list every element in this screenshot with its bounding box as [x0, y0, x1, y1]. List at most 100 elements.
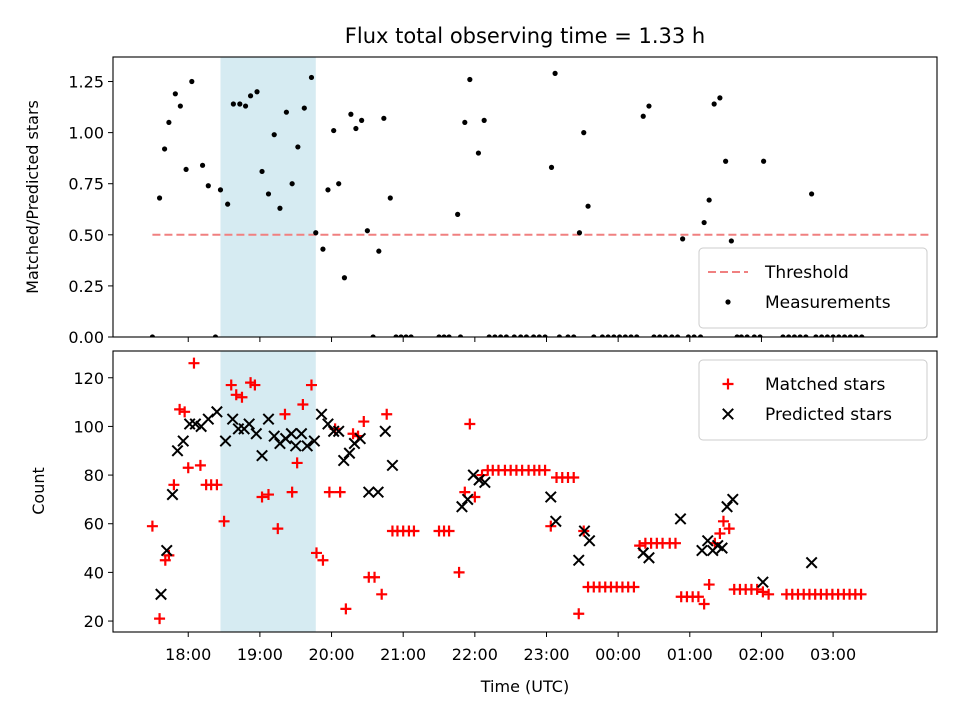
- measurement-point: [492, 334, 498, 337]
- measurement-point: [853, 334, 859, 337]
- predicted-star-point: [332, 425, 345, 438]
- predicted-star-point: [250, 427, 263, 440]
- y-tick-label: 0.75: [68, 175, 104, 194]
- measurement-point: [455, 211, 461, 217]
- matched-star-point: [194, 459, 206, 471]
- predicted-star-point: [721, 500, 733, 513]
- measurement-point: [341, 275, 348, 281]
- y-tick-label: 60: [84, 515, 104, 534]
- measurement-point: [824, 334, 830, 337]
- predicted-star-point: [379, 425, 392, 438]
- top-panel: 0.00 0.25 0.50 0.75 1.00 1.25 Threshold Measure…: [68, 56, 938, 347]
- predicted-star-point: [160, 544, 173, 557]
- matched-star-point: [334, 486, 346, 498]
- measurement-point: [640, 113, 646, 119]
- x-tick-label: 23:00: [523, 645, 569, 664]
- matched-star-point: [249, 379, 261, 391]
- predicted-star-point: [726, 493, 739, 506]
- matched-star-point: [286, 486, 298, 498]
- measurement-point: [622, 334, 628, 337]
- matched-star-point: [757, 586, 769, 598]
- matched-star-point: [573, 608, 585, 620]
- x-tick-label: 20:00: [308, 645, 354, 664]
- measurement-point: [605, 334, 611, 337]
- bottom-panel: 20 40 60 80 100 120 18:00 19:00 20:00 21:00 22:00 2…: [73, 350, 938, 664]
- measurement-point: [751, 334, 757, 337]
- measurement-point: [331, 127, 337, 134]
- measurement-point: [172, 91, 178, 97]
- chart-title: Flux total observing time = 1.33 h: [345, 24, 705, 48]
- y-tick-label: 120: [73, 369, 104, 388]
- axes-frame: [112, 350, 938, 633]
- predicted-star-point: [171, 444, 184, 457]
- matched-star-point: [256, 491, 268, 503]
- predicted-star-point: [166, 488, 179, 501]
- measurement-point: [462, 119, 468, 126]
- legend: Matched stars Predicted stars: [698, 359, 928, 441]
- measurement-point: [408, 334, 414, 337]
- measurement-point: [556, 334, 562, 337]
- measurement-point: [585, 203, 591, 209]
- matched-star-point: [297, 399, 309, 411]
- predicted-star-point: [583, 534, 596, 547]
- series-measurements: [149, 70, 865, 337]
- measurement-point: [548, 164, 555, 170]
- predicted-star-point: [226, 413, 239, 426]
- measurement-point: [706, 197, 712, 203]
- predicted-star-point: [696, 544, 708, 557]
- predicted-star-point: [372, 486, 385, 499]
- measurement-point: [780, 334, 786, 337]
- matched-star-point: [751, 583, 763, 595]
- measurement-point: [301, 105, 307, 111]
- predicted-star-point: [256, 449, 268, 462]
- measurement-point: [353, 125, 359, 132]
- y-tick-label: 0.50: [68, 226, 104, 245]
- measurement-point: [697, 334, 704, 337]
- matched-star-point: [230, 389, 242, 401]
- measurement-point: [576, 230, 583, 236]
- matched-star-point: [340, 603, 352, 615]
- measurement-point: [791, 334, 798, 337]
- measurement-point: [599, 334, 605, 337]
- measurement-point: [387, 195, 393, 201]
- measurement-point: [552, 70, 558, 76]
- y-tick-label: 80: [84, 466, 104, 485]
- measurement-point: [744, 334, 750, 337]
- matched-star-point: [272, 523, 284, 535]
- series-predicted-stars: [155, 405, 818, 601]
- measurement-point: [797, 334, 803, 337]
- measurement-point: [591, 334, 597, 337]
- matched-star-point: [408, 525, 420, 537]
- measurement-point: [475, 150, 482, 156]
- measurement-point: [247, 93, 254, 99]
- measurement-point: [657, 334, 663, 337]
- matched-star-point: [182, 462, 194, 474]
- measurement-point: [518, 334, 524, 337]
- measurement-point: [325, 187, 331, 193]
- predicted-star-point: [295, 427, 308, 440]
- matched-star-point: [381, 408, 393, 420]
- measurement-point: [467, 76, 473, 83]
- measurement-point: [212, 334, 219, 337]
- matched-star-point: [305, 379, 317, 391]
- predicted-star-point: [337, 454, 350, 467]
- measurement-point: [289, 181, 295, 187]
- measurement-point: [634, 334, 640, 337]
- x-tick-label: 21:00: [380, 645, 426, 664]
- measurement-point: [728, 238, 734, 244]
- measurement-point: [836, 334, 842, 337]
- measurement-point: [398, 334, 404, 337]
- matched-star-point: [188, 357, 200, 369]
- predicted-star-point: [327, 425, 340, 438]
- measurement-point: [530, 334, 537, 337]
- measurement-point: [457, 334, 464, 337]
- measurement-point: [359, 117, 365, 123]
- legend-measurement-swatch: [725, 299, 731, 305]
- predicted-star-point: [386, 459, 399, 472]
- matched-star-point: [568, 472, 580, 484]
- measurement-point: [581, 130, 587, 136]
- y-tick-label: 100: [73, 417, 104, 436]
- measurement-point: [542, 334, 548, 337]
- matched-star-point: [443, 525, 455, 537]
- matched-star-point: [262, 489, 274, 501]
